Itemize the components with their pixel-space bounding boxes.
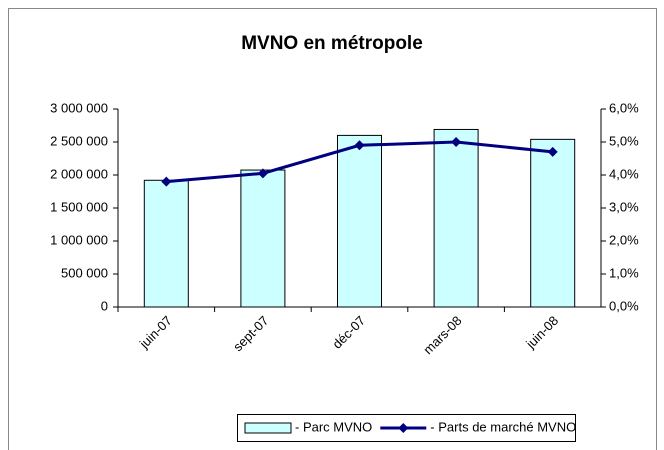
y2-tick-label: 2,0% [609,232,639,247]
legend-swatch-marker [398,423,409,433]
y-tick-label: 2 000 000 [50,166,108,181]
bar [433,128,479,308]
y2-tick-label: 0,0% [609,298,639,313]
y2-tick-label: 5,0% [609,133,639,148]
y2-tick-label: 4,0% [609,166,639,181]
y2-tick-label: 1,0% [609,265,639,280]
y-tick-label: 1 000 000 [50,232,108,247]
y-tick-label: 500 000 [61,265,108,280]
chart-title: MVNO en métropole [241,33,423,54]
legend-label: - Parts de marché MVNO [430,419,576,434]
y-tick-label: 0 [101,298,108,313]
line-marker [547,146,558,157]
line-marker [354,140,365,151]
y-tick-label: 2 500 000 [50,133,108,148]
line-marker [257,168,268,179]
line-marker [161,176,172,187]
bar [240,169,286,308]
line-marker [451,137,462,147]
y-tick-label: 3 000 000 [50,100,108,115]
y2-tick-label: 6,0% [609,100,639,115]
bar [143,179,189,308]
bar [530,138,576,308]
y-tick-label: 1 500 000 [50,199,108,214]
y2-tick-label: 3,0% [609,199,639,214]
bar [337,134,382,308]
legend-swatch [244,422,292,434]
legend-label: - Parc MVNO [295,419,372,434]
